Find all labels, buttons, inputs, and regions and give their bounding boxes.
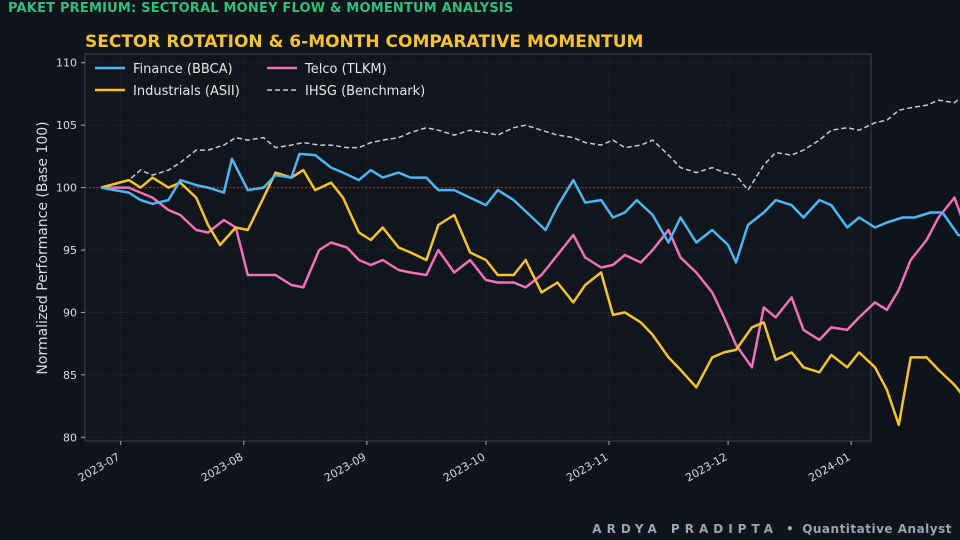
legend-label-2: Telco (TLKM) [304, 62, 387, 77]
series-line-3 [100, 97, 960, 191]
legend-label-1: Industrials (ASII) [133, 84, 240, 99]
y-tick-label: 100 [56, 182, 77, 195]
x-axis: 2023-07 2023-08 2023-09 2023-10 2023-11 2023-… [76, 441, 853, 485]
y-tick-label: 105 [56, 119, 77, 132]
x-tick-label: 2023-10 [441, 450, 487, 484]
series-line-0 [100, 152, 960, 264]
y-axis: 80 85 90 95 100 105 110 [56, 57, 85, 444]
footer-credit: ARDYA PRADIPTA • Quantitative Analyst [592, 522, 952, 536]
series-line-2 [100, 186, 960, 369]
x-tick-label: 2023-12 [683, 450, 729, 484]
y-tick-label: 90 [63, 306, 77, 319]
legend: Finance (BBCA) Industrials (ASII) Telco (T… [95, 62, 425, 99]
y-tick-label: 80 [63, 431, 77, 444]
x-tick-label: 2024-01 [806, 450, 852, 484]
y-tick-label: 85 [63, 369, 77, 382]
y-axis-label: Normalized Performance (Base 100) [35, 121, 51, 374]
x-tick-label: 2023-09 [322, 450, 368, 484]
y-tick-label: 95 [63, 244, 77, 257]
x-tick-label: 2023-11 [564, 450, 610, 484]
x-tick-label: 2023-08 [199, 450, 245, 484]
author-role: Quantitative Analyst [802, 522, 952, 536]
series-line-1 [100, 168, 960, 427]
x-tick-label: 2023-07 [76, 450, 122, 484]
header-title: PAKET PREMIUM: SECTORAL MONEY FLOW & MOM… [8, 1, 514, 16]
legend-label-3: IHSG (Benchmark) [305, 84, 425, 99]
author-name: ARDYA PRADIPTA [592, 522, 779, 536]
plot-area [84, 53, 872, 442]
y-tick-label: 110 [56, 57, 77, 70]
legend-label-0: Finance (BBCA) [133, 62, 233, 77]
separator-dot: • [786, 522, 795, 536]
chart-title: SECTOR ROTATION & 6-MONTH COMPARATIVE MO… [85, 32, 643, 52]
series-group [100, 97, 960, 427]
